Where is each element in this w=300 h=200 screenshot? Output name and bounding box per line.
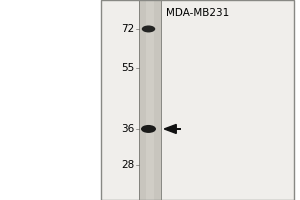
Text: 28: 28	[121, 160, 134, 170]
Text: 36: 36	[121, 124, 134, 134]
Text: MDA-MB231: MDA-MB231	[166, 8, 229, 18]
Ellipse shape	[141, 125, 156, 133]
Bar	[146, 0, 154, 200]
FancyArrow shape	[164, 124, 181, 133]
Ellipse shape	[142, 25, 155, 32]
Bar	[100, 0, 294, 200]
Bar	[100, 0, 294, 200]
Bar	[139, 0, 161, 200]
Text: 72: 72	[121, 24, 134, 34]
Text: 55: 55	[121, 63, 134, 73]
